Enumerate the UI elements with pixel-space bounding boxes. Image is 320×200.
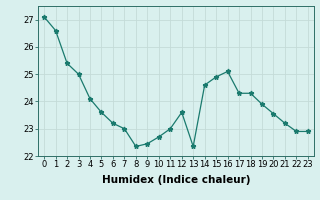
- X-axis label: Humidex (Indice chaleur): Humidex (Indice chaleur): [102, 175, 250, 185]
